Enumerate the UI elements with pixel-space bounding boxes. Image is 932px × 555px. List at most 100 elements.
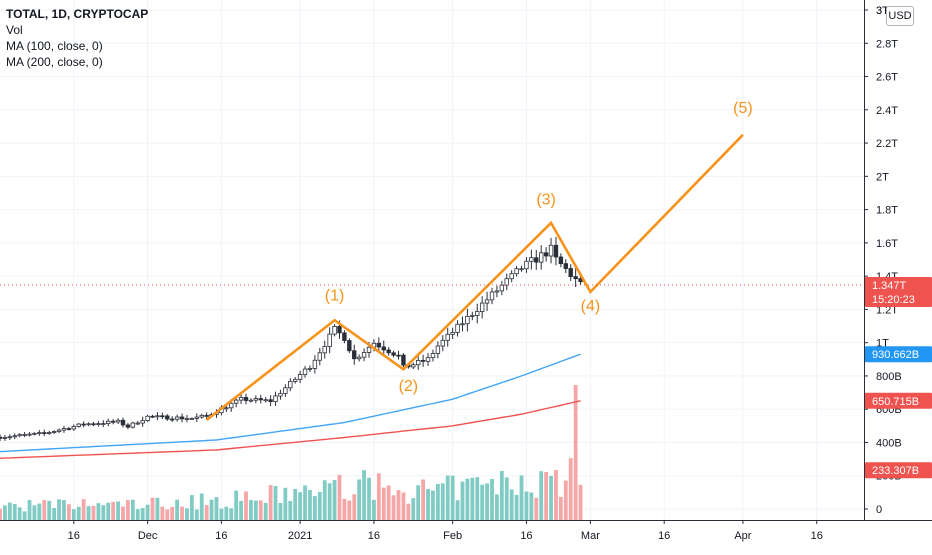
- candle-body: [278, 393, 283, 397]
- ma100-line: [0, 353, 581, 453]
- grid-layer: [0, 0, 864, 520]
- candle-body: [71, 426, 76, 430]
- symbol-title[interactable]: TOTAL, 1D, CRYPTOCAP: [6, 7, 149, 21]
- volume-bar: [386, 485, 391, 520]
- candle-body: [155, 415, 160, 418]
- candle-body: [543, 252, 549, 257]
- candle-body: [356, 356, 362, 360]
- time-tick-label: Mar: [581, 530, 600, 542]
- volume-bar: [91, 505, 96, 520]
- candle-body: [450, 332, 455, 335]
- volume-bar: [514, 494, 519, 520]
- indicator-ma100-label[interactable]: MA (100, close, 0): [6, 39, 103, 53]
- candle-body: [101, 423, 106, 425]
- candle-body: [415, 359, 421, 366]
- candle-body: [120, 419, 126, 426]
- volume-bar: [539, 471, 544, 520]
- volume-bar: [32, 505, 37, 520]
- volume-bar: [450, 475, 455, 520]
- volume-bar: [199, 493, 204, 520]
- candle-body: [17, 434, 22, 437]
- volume-bar: [52, 507, 57, 520]
- price-badge-label: 233.307B: [872, 465, 919, 477]
- candle-body: [51, 431, 57, 433]
- candle-body: [160, 415, 165, 418]
- candle-body: [361, 352, 367, 358]
- volume-bar: [568, 458, 573, 520]
- volume-bar: [214, 497, 219, 520]
- candle-body: [460, 323, 465, 326]
- wave-path[interactable]: [205, 133, 744, 422]
- candle-body: [184, 418, 190, 420]
- volume-bar: [465, 478, 470, 520]
- candle-body: [529, 257, 534, 262]
- candle-body: [12, 435, 17, 438]
- volume-bar: [401, 492, 406, 520]
- candle-body: [174, 416, 180, 420]
- candle-body: [145, 415, 150, 421]
- volume-bar: [288, 500, 293, 520]
- candle-body: [352, 350, 357, 360]
- volume-bar: [549, 475, 553, 520]
- candle-body: [391, 352, 396, 356]
- candle-body: [548, 244, 554, 257]
- volume-bar: [253, 500, 258, 520]
- candle-body: [494, 290, 500, 293]
- candle-body: [42, 432, 47, 434]
- volume-bar: [3, 505, 7, 520]
- price-tick-label: 2.4T: [876, 105, 898, 117]
- time-axis[interactable]: 16 Dec 16 2021 16 Feb 16 Mar 16 Apr 16: [0, 520, 932, 550]
- indicator-volume-label[interactable]: Vol: [6, 23, 23, 37]
- volume-bar: [416, 485, 421, 520]
- volume-bar: [578, 484, 583, 520]
- candle-body: [165, 415, 170, 420]
- volume-bar: [111, 501, 116, 520]
- indicator-ma200-label[interactable]: MA (200, close, 0): [6, 55, 103, 69]
- candle-body: [430, 353, 436, 359]
- currency-button[interactable]: USD: [886, 6, 914, 26]
- candle-body: [47, 432, 52, 434]
- wave-label: (1): [325, 287, 345, 304]
- volume-bar: [121, 506, 125, 520]
- candle-body: [499, 284, 505, 292]
- volume-bar: [342, 498, 347, 520]
- time-tick-label: 16: [368, 530, 380, 542]
- candle-body: [435, 345, 441, 354]
- candle-body: [366, 346, 372, 353]
- volume-bar: [145, 504, 150, 520]
- volume-bar: [347, 500, 352, 520]
- volume-bar: [204, 505, 209, 520]
- volume-bar: [47, 500, 52, 520]
- volume-bar: [558, 496, 563, 520]
- candle-body: [440, 339, 445, 347]
- volume-bar: [180, 506, 184, 520]
- price-tick-label: 2T: [876, 171, 889, 183]
- volume-bar: [150, 497, 155, 520]
- wave-label: (2): [399, 378, 419, 395]
- ma200-line: [0, 400, 581, 459]
- volume-bar: [22, 511, 27, 520]
- volume-bar: [376, 473, 381, 520]
- volume-bar: [411, 498, 416, 520]
- wave-label: (5): [733, 100, 753, 117]
- candle-body: [519, 268, 524, 271]
- volume-bar: [431, 490, 435, 520]
- price-badge-bg: [865, 462, 932, 479]
- candle-body: [504, 278, 509, 286]
- volume-bar: [42, 500, 47, 520]
- elliott-wave-drawing[interactable]: (1) (2) (3) (4) (5): [205, 100, 753, 422]
- volume-bar: [406, 503, 411, 520]
- candle-body: [7, 436, 13, 439]
- volume-bar: [229, 508, 234, 520]
- candle-body: [376, 342, 382, 348]
- volume-bar: [101, 505, 106, 520]
- volume-bar: [322, 480, 327, 520]
- volume-bar: [209, 499, 214, 520]
- candle-body: [347, 340, 352, 352]
- volume-bar: [170, 506, 175, 520]
- candle-body: [509, 273, 514, 280]
- volume-bar: [480, 484, 485, 520]
- price-axis[interactable]: 0200B400B600B800B1T1.2T1.4T1.6T1.8T2T2.2…: [864, 0, 932, 550]
